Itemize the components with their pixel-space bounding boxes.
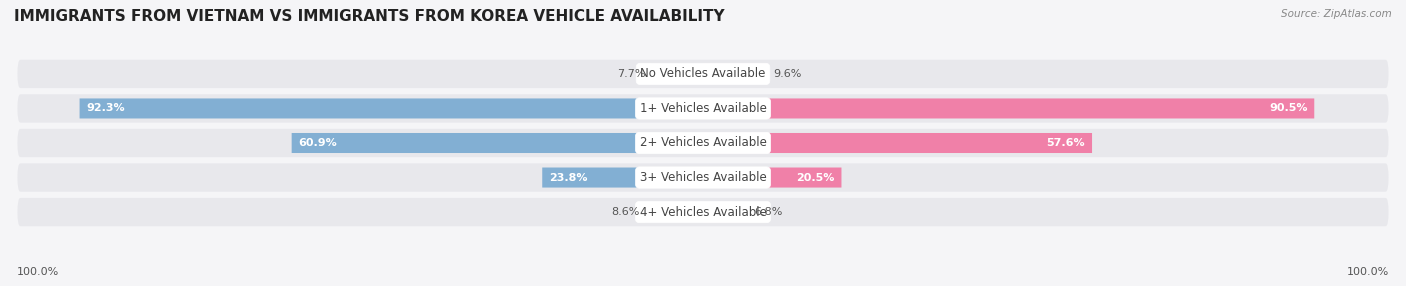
FancyBboxPatch shape: [645, 202, 703, 222]
FancyBboxPatch shape: [17, 198, 1389, 226]
Text: 60.9%: 60.9%: [298, 138, 337, 148]
Text: 20.5%: 20.5%: [796, 172, 835, 182]
Text: Source: ZipAtlas.com: Source: ZipAtlas.com: [1281, 9, 1392, 19]
Text: 6.8%: 6.8%: [755, 207, 783, 217]
FancyBboxPatch shape: [703, 202, 749, 222]
FancyBboxPatch shape: [291, 133, 703, 153]
FancyBboxPatch shape: [17, 94, 1389, 123]
Text: 100.0%: 100.0%: [1347, 267, 1389, 277]
FancyBboxPatch shape: [703, 133, 1092, 153]
Text: 90.5%: 90.5%: [1270, 104, 1308, 114]
FancyBboxPatch shape: [651, 64, 703, 84]
Text: 92.3%: 92.3%: [86, 104, 125, 114]
Text: 7.7%: 7.7%: [617, 69, 645, 79]
FancyBboxPatch shape: [80, 98, 703, 118]
Text: 8.6%: 8.6%: [612, 207, 640, 217]
FancyBboxPatch shape: [17, 129, 1389, 157]
FancyBboxPatch shape: [543, 168, 703, 188]
Text: 1+ Vehicles Available: 1+ Vehicles Available: [640, 102, 766, 115]
Text: 100.0%: 100.0%: [17, 267, 59, 277]
FancyBboxPatch shape: [703, 168, 841, 188]
FancyBboxPatch shape: [17, 60, 1389, 88]
Text: 2+ Vehicles Available: 2+ Vehicles Available: [640, 136, 766, 150]
Text: IMMIGRANTS FROM VIETNAM VS IMMIGRANTS FROM KOREA VEHICLE AVAILABILITY: IMMIGRANTS FROM VIETNAM VS IMMIGRANTS FR…: [14, 9, 724, 23]
Text: 9.6%: 9.6%: [773, 69, 801, 79]
Text: 23.8%: 23.8%: [548, 172, 588, 182]
FancyBboxPatch shape: [17, 163, 1389, 192]
Text: 3+ Vehicles Available: 3+ Vehicles Available: [640, 171, 766, 184]
Text: 4+ Vehicles Available: 4+ Vehicles Available: [640, 206, 766, 219]
FancyBboxPatch shape: [703, 64, 768, 84]
Text: 57.6%: 57.6%: [1046, 138, 1085, 148]
Text: No Vehicles Available: No Vehicles Available: [640, 67, 766, 80]
FancyBboxPatch shape: [703, 98, 1315, 118]
